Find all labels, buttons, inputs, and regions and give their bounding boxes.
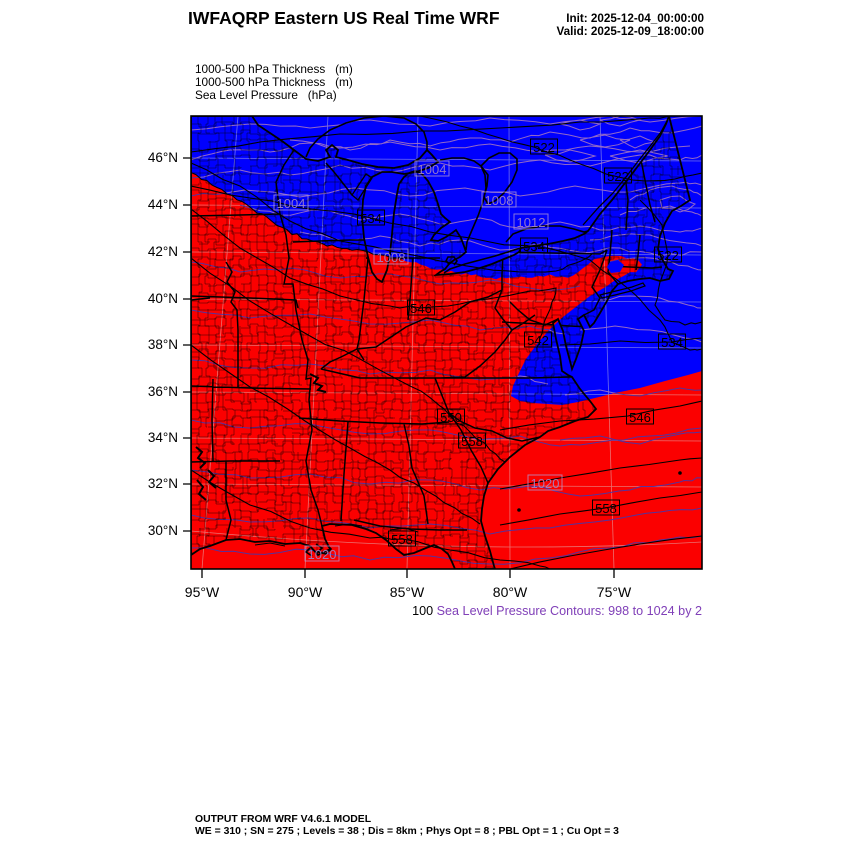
- svg-text:546: 546: [629, 410, 651, 425]
- svg-text:1020: 1020: [531, 476, 560, 491]
- svg-text:1012: 1012: [517, 215, 546, 230]
- svg-text:522: 522: [533, 140, 555, 155]
- svg-text:1004: 1004: [418, 162, 447, 177]
- svg-text:542: 542: [527, 333, 549, 348]
- svg-text:1008: 1008: [485, 193, 514, 208]
- svg-text:558: 558: [461, 434, 483, 449]
- svg-text:1008: 1008: [377, 250, 406, 265]
- svg-text:522: 522: [657, 248, 679, 263]
- svg-text:1004: 1004: [277, 196, 306, 211]
- svg-text:558: 558: [595, 501, 617, 516]
- svg-text:546: 546: [410, 301, 432, 316]
- svg-text:550: 550: [440, 410, 462, 425]
- svg-text:1020: 1020: [308, 547, 337, 562]
- svg-text:534: 534: [661, 335, 683, 350]
- svg-text:558: 558: [391, 532, 413, 547]
- svg-text:534: 534: [523, 239, 545, 254]
- svg-text:534: 534: [360, 211, 382, 226]
